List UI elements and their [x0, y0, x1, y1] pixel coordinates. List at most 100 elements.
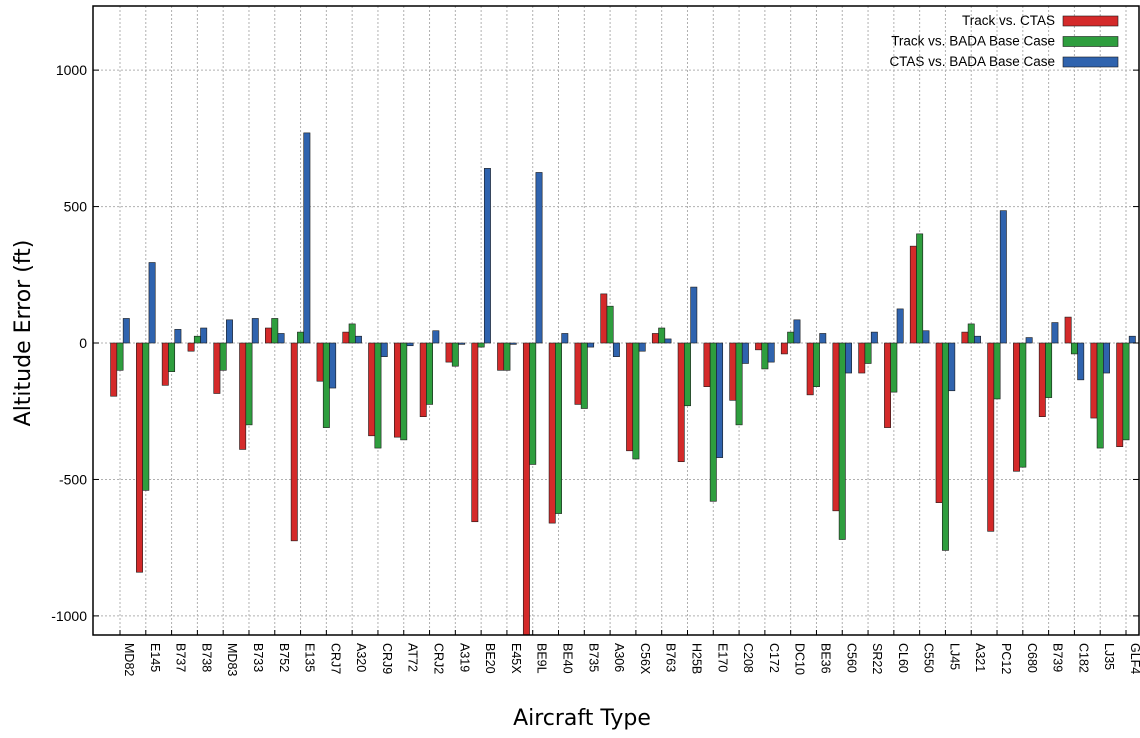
- bar: [916, 233, 924, 344]
- bar: [664, 338, 672, 344]
- bar: [161, 342, 169, 386]
- x-axis-title: Aircraft Type: [513, 706, 651, 731]
- x-tick-label: BE40: [561, 643, 575, 674]
- bar: [600, 293, 608, 344]
- grid-layer: [93, 6, 1139, 635]
- x-tick-label: MD82: [122, 643, 136, 676]
- bar: [606, 305, 614, 344]
- x-tick-label: B735: [586, 643, 600, 672]
- x-tick-label: C182: [1076, 643, 1090, 673]
- bar: [406, 342, 414, 347]
- bar: [1045, 342, 1053, 398]
- bar: [290, 342, 298, 542]
- bar: [767, 342, 775, 363]
- x-tick-label: GLF4: [1128, 643, 1140, 674]
- bar: [684, 342, 691, 407]
- x-tick-label: CRJ7: [328, 643, 342, 674]
- x-tick-label: C680: [1025, 643, 1039, 673]
- x-tick-label: BE9L: [535, 643, 549, 674]
- bar: [1038, 342, 1046, 417]
- bar: [342, 331, 350, 344]
- bar: [110, 342, 118, 397]
- x-tick-label: A320: [354, 643, 368, 672]
- bar: [658, 327, 666, 344]
- y-axis: 1000 500 0 -500 -1000: [51, 62, 1139, 624]
- bar: [709, 342, 717, 502]
- bar: [239, 342, 247, 450]
- bar: [741, 342, 749, 364]
- bar: [922, 330, 930, 344]
- bar: [529, 342, 537, 465]
- bar: [1019, 342, 1027, 468]
- bar: [471, 342, 479, 523]
- bar: [322, 342, 330, 428]
- bar: [348, 323, 356, 344]
- bar: [1128, 335, 1136, 344]
- bar: [832, 342, 840, 512]
- bar: [755, 342, 763, 351]
- x-tick-label: CRJ9: [380, 643, 394, 674]
- bar: [355, 335, 362, 344]
- x-tick-label: PC12: [999, 643, 1013, 674]
- bar: [458, 342, 466, 345]
- bar: [580, 342, 588, 409]
- x-tick-label: E45X: [509, 643, 523, 674]
- bar: [251, 318, 259, 344]
- x-axis: MD82 E145 B737 B738 MD83 B733 B752 E135 CRJ7 A320…: [119, 630, 1140, 676]
- bar: [122, 318, 130, 344]
- x-tick-label: B739: [1051, 643, 1065, 672]
- bar: [961, 331, 969, 344]
- bar: [999, 210, 1007, 344]
- bar: [303, 132, 311, 344]
- bar: [884, 342, 891, 428]
- bar: [193, 335, 201, 344]
- bar: [316, 342, 324, 382]
- bar: [393, 342, 401, 438]
- x-tick-label: B763: [664, 643, 678, 672]
- bar: [819, 333, 827, 344]
- x-tick-label: C172: [767, 643, 781, 673]
- bar: [858, 342, 866, 374]
- bar: [226, 319, 233, 344]
- bar: [297, 331, 305, 344]
- bar: [1103, 342, 1110, 374]
- bar: [483, 168, 491, 344]
- bar: [400, 342, 408, 441]
- bar: [909, 245, 917, 344]
- x-tick-label: LJ35: [1102, 643, 1116, 670]
- bar: [277, 333, 285, 344]
- bar: [1051, 322, 1059, 344]
- bar: [729, 342, 737, 401]
- bar: [509, 342, 517, 345]
- bar: [780, 342, 788, 355]
- bar: [935, 342, 943, 503]
- bar: [148, 262, 156, 344]
- legend-swatch: [1062, 56, 1119, 68]
- x-tick-label: B738: [199, 643, 213, 672]
- bar: [477, 342, 485, 348]
- x-tick-label: B737: [174, 643, 188, 672]
- bar: [548, 342, 556, 524]
- y-tick-label: 0: [79, 335, 87, 351]
- x-tick-label: A306: [612, 643, 626, 672]
- bar: [716, 342, 724, 458]
- legend-label: Track vs. CTAS: [962, 13, 1055, 28]
- x-tick-label: E145: [148, 643, 162, 672]
- bar: [967, 323, 975, 344]
- bar: [419, 342, 427, 417]
- bar: [1096, 342, 1104, 449]
- bar: [974, 335, 981, 344]
- bar: [1064, 316, 1072, 344]
- bar: [1013, 342, 1020, 472]
- bar: [690, 286, 698, 344]
- x-tick-label: LJ45: [947, 643, 961, 670]
- bar: [142, 342, 150, 491]
- bar: [987, 342, 995, 532]
- x-tick-label: AT72: [406, 643, 420, 672]
- bar: [735, 342, 743, 426]
- y-axis-title: Altitude Error (ft): [11, 240, 36, 427]
- bar: [793, 319, 801, 344]
- x-tick-label: A319: [457, 643, 471, 672]
- y-tick-label: -500: [59, 471, 87, 487]
